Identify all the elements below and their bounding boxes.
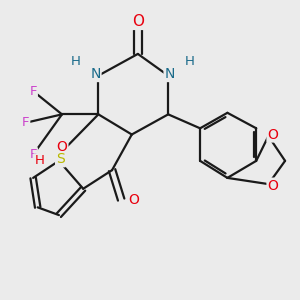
Text: H: H: [71, 55, 81, 68]
Text: O: O: [128, 193, 139, 207]
Text: N: N: [164, 67, 175, 81]
Text: H: H: [184, 55, 194, 68]
Text: O: O: [268, 178, 278, 193]
Text: F: F: [22, 116, 29, 129]
Text: O: O: [56, 140, 68, 154]
Text: F: F: [29, 85, 37, 98]
Text: O: O: [132, 14, 144, 29]
Text: H: H: [34, 154, 44, 167]
Text: O: O: [268, 128, 278, 142]
Text: F: F: [29, 148, 37, 161]
Text: N: N: [90, 67, 100, 81]
Text: S: S: [56, 152, 65, 166]
